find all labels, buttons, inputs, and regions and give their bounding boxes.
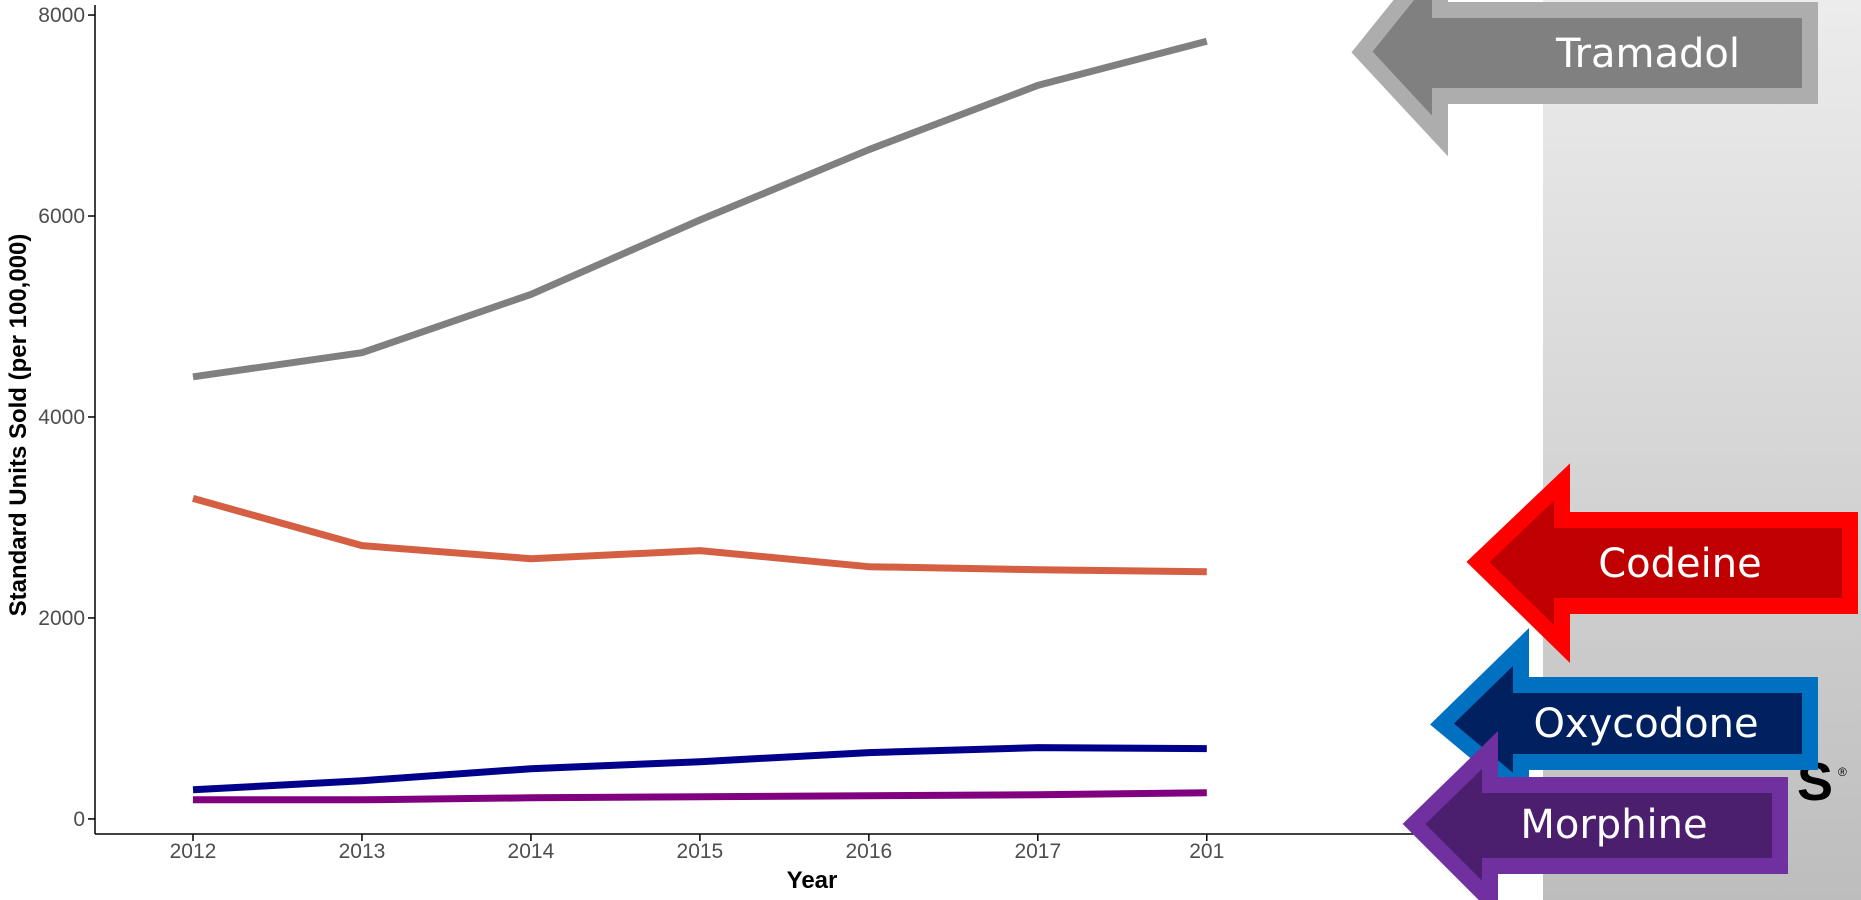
y-tick-label: 6000 bbox=[38, 205, 85, 228]
codeine-series-line bbox=[192, 495, 1207, 576]
tramadol-arrow-label: Tramadol bbox=[1555, 31, 1740, 77]
oxycodone-arrow-shape bbox=[1430, 628, 1818, 808]
morphine-arrow: Morphine bbox=[1402, 731, 1788, 900]
morphine-arrow-shape bbox=[1402, 731, 1788, 900]
x-tick-label: 201 bbox=[1189, 840, 1224, 863]
x-axis-title: Year bbox=[787, 867, 838, 894]
morphine-arrow-label: Morphine bbox=[1520, 802, 1707, 848]
x-tick-label: 2017 bbox=[1014, 840, 1061, 863]
x-tick-label: 2016 bbox=[845, 840, 892, 863]
axes bbox=[94, 5, 1543, 835]
codeine-arrow-label: Codeine bbox=[1598, 541, 1761, 587]
x-tick-label: 2015 bbox=[677, 840, 724, 863]
tramadol-series-line bbox=[192, 37, 1208, 381]
codeine-arrow-shape bbox=[1466, 463, 1858, 663]
series-lines bbox=[192, 37, 1208, 804]
y-axis-title: Standard Units Sold (per 100,000) bbox=[5, 234, 32, 617]
x-ticks: 2012 2013 2014 2015 2016 2017 201 bbox=[170, 834, 1224, 863]
y-tick-label: 0 bbox=[73, 808, 85, 831]
x-tick-label: 2012 bbox=[170, 840, 217, 863]
y-tick-label: 4000 bbox=[38, 406, 85, 429]
tramadol-arrow: Tramadol bbox=[1351, 0, 1818, 157]
registered-mark: ® bbox=[1838, 765, 1847, 779]
y-ticks: 0 2000 4000 6000 8000 bbox=[38, 4, 95, 831]
morphine-series-line bbox=[193, 789, 1207, 804]
y-tick-label: 8000 bbox=[38, 4, 85, 27]
oxycodone-arrow-label: Oxycodone bbox=[1533, 701, 1758, 747]
codeine-arrow: Codeine bbox=[1466, 463, 1858, 663]
y-tick-label: 2000 bbox=[38, 607, 85, 630]
tramadol-arrow-shape bbox=[1351, 0, 1818, 157]
x-tick-label: 2013 bbox=[339, 840, 386, 863]
oxycodone-series-line bbox=[192, 744, 1207, 794]
oxycodone-arrow: Oxycodone bbox=[1430, 628, 1818, 808]
x-tick-label: 2014 bbox=[508, 840, 555, 863]
